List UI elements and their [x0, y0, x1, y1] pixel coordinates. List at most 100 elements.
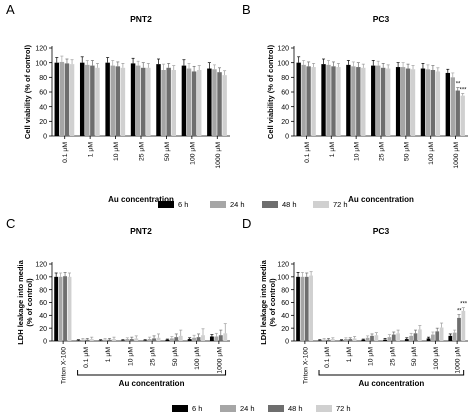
bar-72h-0	[309, 275, 313, 341]
bar-24h-0	[58, 276, 63, 341]
x-tick-label: 25 μM	[389, 347, 396, 366]
bar-6h-5	[404, 339, 409, 341]
y-tick-label: 100	[35, 60, 47, 67]
bar-72h-6	[439, 327, 444, 341]
bar-72h-0	[311, 67, 316, 136]
legend-swatch	[268, 405, 284, 412]
bar-48h-4	[152, 338, 156, 341]
x-tick-label: Triton X-100	[302, 347, 309, 384]
y-axis-label: LDH leakage into media	[259, 259, 268, 344]
y-tick-label: 40	[281, 313, 289, 320]
x-tick-label: 1000 μM	[215, 142, 222, 169]
y-tick-label: 0	[43, 134, 47, 141]
legend-swatch	[158, 201, 174, 208]
x-tick-label: 50 μM	[164, 142, 171, 161]
legend-swatch	[262, 201, 278, 208]
bar-48h-4	[391, 334, 396, 341]
bar-72h-1	[330, 339, 335, 341]
bar-72h-3	[134, 338, 139, 341]
legend-swatch	[172, 405, 188, 412]
x-tick-label: 1 μM	[105, 347, 112, 363]
bar-6h-4	[383, 339, 387, 341]
y-axis-label: LDH leakage into media	[16, 259, 25, 344]
bar-24h-0	[301, 64, 306, 136]
bar-72h-3	[385, 68, 391, 136]
bar-24h-6	[431, 334, 435, 341]
x-tick-label: 10 μM	[368, 347, 375, 366]
panel-label-c: C	[6, 216, 15, 231]
bar-48h-3	[141, 67, 146, 136]
x-tick-label: 0.1 μM	[83, 347, 90, 368]
y-tick-label: 40	[39, 104, 47, 111]
bar-6h-0	[296, 62, 301, 136]
bar-24h-6	[450, 77, 455, 136]
bar-72h-7	[461, 310, 466, 341]
y-tick-label: 20	[281, 326, 289, 333]
legend-top: 6 h 24 h 48 h 72 h	[158, 200, 348, 209]
y-tick-label: 60	[281, 300, 289, 307]
bar-6h-4	[395, 67, 401, 136]
y-axis-label-units: (% of control)	[25, 278, 34, 327]
bar-48h-0	[304, 276, 309, 341]
bar-48h-1	[85, 339, 90, 341]
bar-6h-3	[120, 340, 125, 341]
legend-label: 6 h	[178, 200, 188, 209]
legend-bottom: 6 h 24 h 48 h 72 h	[172, 404, 351, 413]
legend-label: 6 h	[192, 404, 202, 413]
bar-72h-5	[417, 329, 422, 341]
bar-6h-7	[448, 335, 453, 341]
bar-72h-1	[336, 67, 341, 136]
bar-6h-6	[187, 339, 192, 341]
bar-72h-4	[410, 69, 416, 136]
bar-24h-2	[110, 65, 115, 136]
bar-24h-1	[326, 64, 331, 136]
x-tick-label: 0.1 μM	[304, 142, 311, 163]
y-tick-label: 80	[39, 75, 47, 82]
significance-mark: ***	[460, 87, 468, 93]
bar-24h-3	[135, 65, 141, 136]
panel-label-b: B	[242, 2, 251, 17]
bar-48h-3	[381, 67, 386, 136]
x-axis-label: Au concentration	[358, 379, 424, 388]
x-axis-label: Au concentration	[348, 195, 414, 204]
bar-72h-2	[361, 67, 366, 136]
bar-6h-0	[54, 276, 59, 341]
bar-24h-3	[125, 339, 130, 341]
x-tick-label: 25 μM	[150, 347, 157, 366]
bar-48h-2	[115, 66, 121, 136]
x-tick-label: 10 μM	[354, 142, 361, 161]
x-tick-label: 1 μM	[88, 142, 95, 158]
bar-24h-0	[300, 276, 305, 341]
bar-48h-6	[435, 331, 440, 341]
bar-6h-4	[156, 64, 161, 136]
bar-72h-5	[435, 71, 441, 136]
bar-24h-5	[409, 335, 414, 341]
bar-72h-5	[178, 335, 183, 341]
x-tick-label: 1000 μM	[453, 142, 460, 169]
bar-6h-2	[105, 62, 110, 136]
bar-72h-6	[460, 95, 465, 136]
y-axis-label-units: (% of control)	[268, 278, 277, 327]
bar-48h-3	[129, 339, 134, 341]
bar-48h-5	[174, 337, 179, 341]
bar-72h-2	[112, 339, 116, 341]
bar-48h-4	[405, 68, 411, 136]
x-tick-label: 50 μM	[411, 347, 418, 366]
bar-24h-5	[425, 69, 431, 136]
bar-6h-5	[181, 65, 187, 136]
bar-6h-3	[361, 339, 366, 341]
bar-6h-1	[321, 64, 326, 136]
bar-24h-3	[376, 65, 381, 136]
y-tick-label: 60	[39, 90, 47, 97]
bar-6h-2	[98, 340, 103, 341]
chart-title: PNT2	[130, 226, 152, 236]
bar-72h-4	[396, 333, 400, 341]
bar-72h-4	[156, 337, 161, 341]
x-tick-label: 100 μM	[428, 142, 435, 165]
bar-6h-1	[76, 340, 81, 341]
bar-48h-1	[90, 65, 95, 136]
bar-24h-1	[322, 339, 327, 341]
bar-24h-6	[192, 337, 197, 341]
bar-24h-7	[452, 332, 457, 341]
